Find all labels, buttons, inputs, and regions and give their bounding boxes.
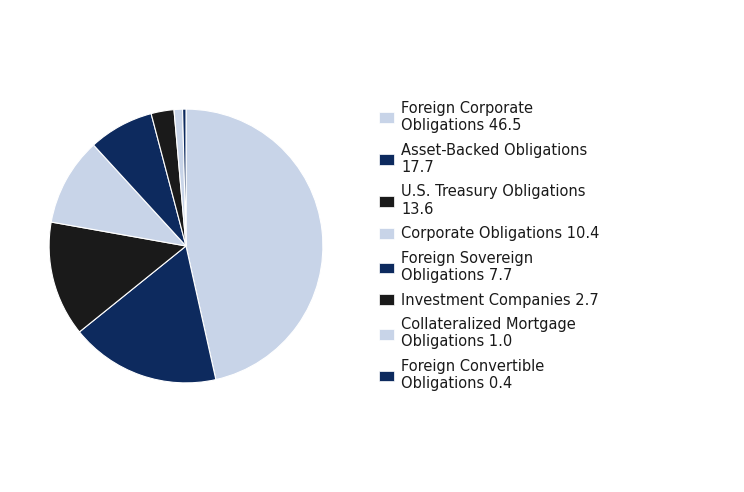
Wedge shape — [186, 109, 323, 380]
Wedge shape — [174, 109, 186, 246]
Wedge shape — [94, 114, 186, 246]
Wedge shape — [49, 222, 186, 332]
Wedge shape — [182, 109, 186, 246]
Wedge shape — [80, 246, 216, 383]
Wedge shape — [51, 145, 186, 246]
Legend: Foreign Corporate
Obligations 46.5, Asset-Backed Obligations
17.7, U.S. Treasury: Foreign Corporate Obligations 46.5, Asse… — [379, 101, 600, 391]
Wedge shape — [151, 110, 186, 246]
